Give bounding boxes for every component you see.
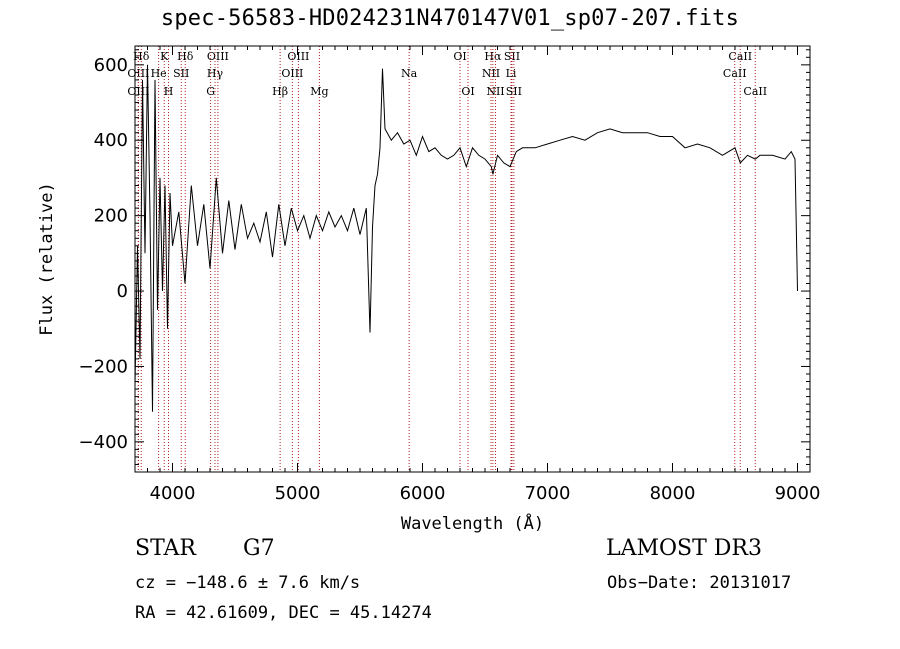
- x-tick-label: 6000: [400, 483, 446, 504]
- marker-label-NII: NII: [486, 85, 504, 98]
- redshift-cz: cz = −148.6 ± 7.6 km/s: [135, 573, 361, 593]
- marker-label-OIII: OIII: [281, 67, 303, 80]
- marker-label-Hδ: Hδ: [133, 50, 150, 63]
- marker-label-Hβ: Hβ: [272, 85, 288, 98]
- marker-label-K: K: [160, 50, 169, 63]
- marker-label-H: H: [164, 85, 174, 98]
- plot-frame: [134, 45, 811, 473]
- x-tick-label: 7000: [525, 483, 571, 504]
- marker-label-Hδ: Hδ: [177, 50, 194, 63]
- marker-label-Na: Na: [401, 67, 418, 80]
- chart-title: spec-56583-HD024231N470147V01_sp07-207.f…: [160, 6, 740, 31]
- x-axis: 4000 5000 6000 7000 8000 9000: [147, 46, 821, 504]
- marker-label-OI: OI: [461, 85, 474, 98]
- marker-label-CaII: CaII: [743, 85, 767, 98]
- marker-label-SII: SII: [506, 85, 522, 98]
- y-tick-label: −400: [79, 432, 128, 453]
- marker-label-SII: SII: [173, 67, 189, 80]
- y-tick-label: 400: [94, 130, 128, 151]
- marker-label-OIII: OIII: [207, 50, 229, 63]
- y-tick-label: −200: [79, 356, 128, 377]
- y-axis: −400 −200 0 200 400 600: [79, 49, 810, 465]
- x-axis-label: Wavelength (Å): [401, 512, 544, 534]
- marker-label-OIII: OIII: [127, 85, 149, 98]
- marker-label-Mg: Mg: [310, 85, 328, 98]
- marker-label-Hγ: Hγ: [207, 67, 224, 80]
- y-tick-label: 0: [117, 281, 128, 302]
- marker-label-G: G: [206, 85, 215, 98]
- marker-label-OIII: OIII: [287, 50, 309, 63]
- marker-label-CaII: CaII: [728, 50, 752, 63]
- marker-label-SII: SII: [504, 50, 520, 63]
- marker-label-Li: Li: [506, 67, 517, 80]
- y-tick-label: 200: [94, 206, 128, 227]
- spectral-subclass: G7: [243, 536, 275, 561]
- marker-label-CaII: CaII: [723, 67, 747, 80]
- spectrum-line: [134, 64, 798, 412]
- x-tick-label: 9000: [775, 483, 821, 504]
- marker-label-OI: OI: [453, 50, 466, 63]
- marker-label-He: He: [151, 67, 167, 80]
- survey-name: LAMOST DR3: [606, 536, 762, 561]
- x-tick-label: 5000: [275, 483, 321, 504]
- coordinates: RA = 42.61609, DEC = 45.14274: [135, 603, 432, 623]
- object-class: STAR: [135, 536, 196, 561]
- y-axis-label: Flux (relative): [37, 182, 57, 336]
- obs-date: Obs−Date: 20131017: [607, 573, 792, 593]
- x-tick-label: 8000: [650, 483, 696, 504]
- y-tick-label: 600: [94, 55, 128, 76]
- marker-label-Hα: Hα: [484, 50, 502, 63]
- x-tick-label: 4000: [150, 483, 196, 504]
- marker-label-NII: NII: [482, 67, 500, 80]
